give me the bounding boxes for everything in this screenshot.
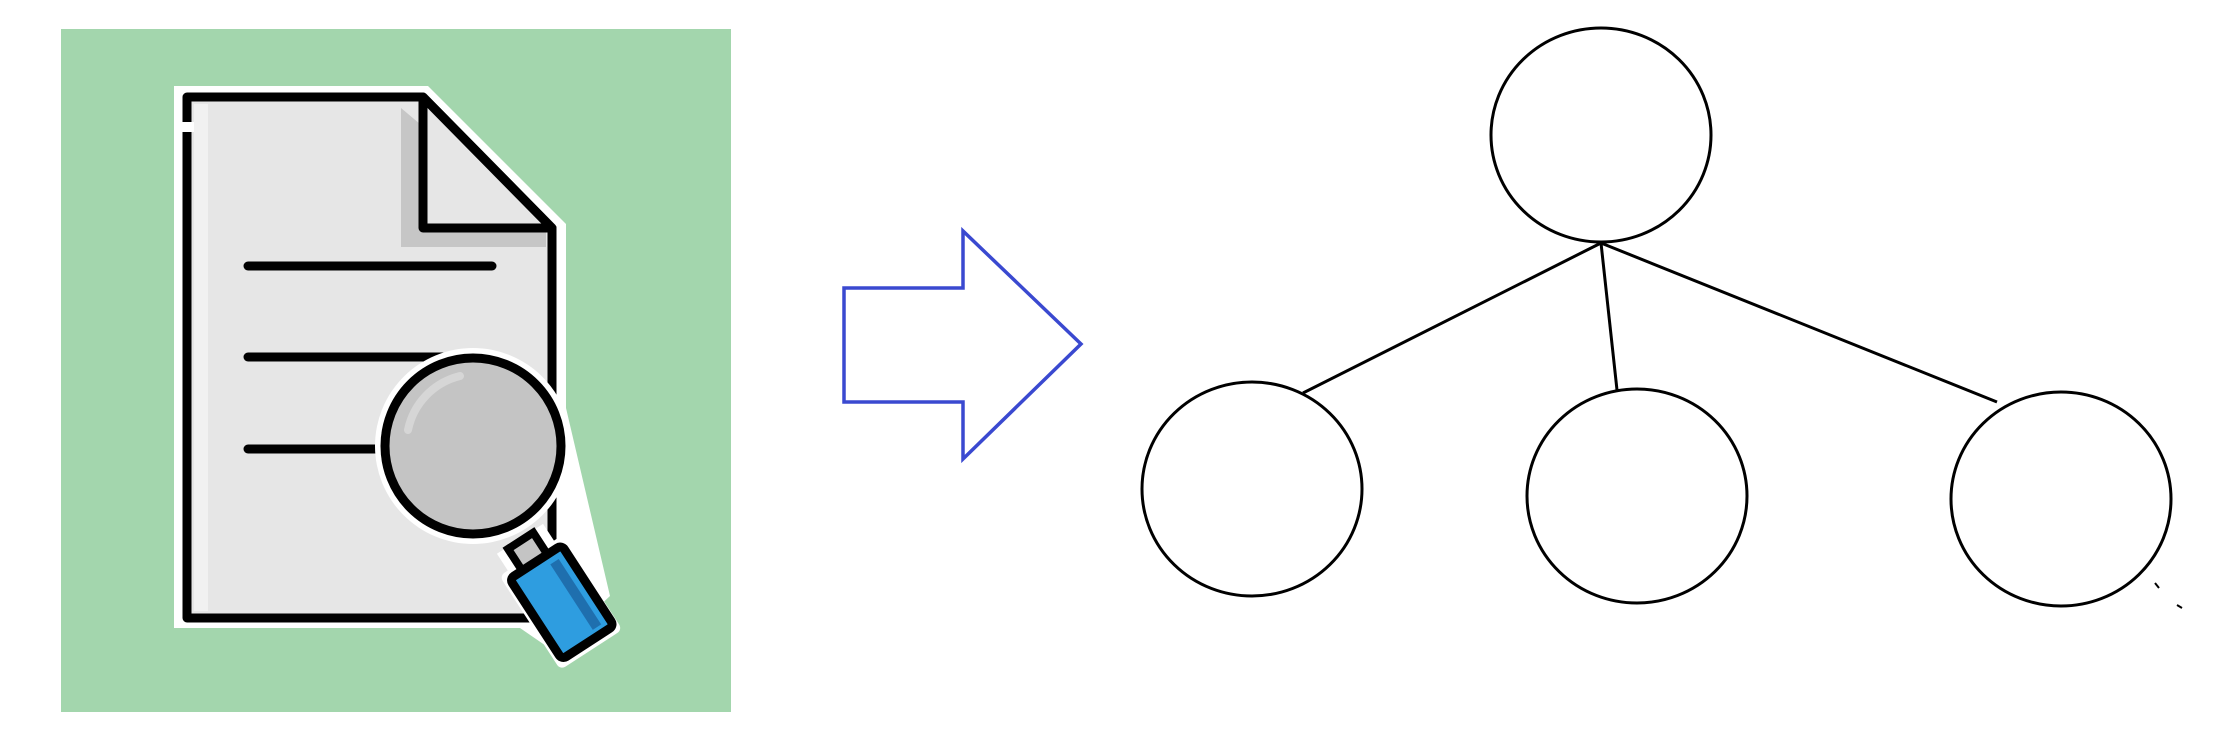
tree-edge-right [1600,241,1998,404]
tree-stray-mark [2154,582,2160,589]
document-edge-highlight [180,122,195,132]
document-search-icon [61,29,731,712]
magnifier-handle [496,523,621,668]
tree-stray-mark [2176,604,2183,609]
right-arrow-icon [842,226,1084,464]
tree-edge-left [1302,241,1602,395]
arrow-outline [842,226,1084,464]
tree-edge-middle [1599,242,1619,391]
tree-node-root [1489,26,1713,244]
magnifier-lens [375,348,571,544]
document-fold-corner [418,92,557,233]
document-edge-inner-strip [194,104,208,611]
tree-node-child-right [1949,390,2173,608]
tree-node-child-middle [1525,387,1749,605]
tree-node-child-left [1140,380,1364,598]
tree-diagram-icon [1140,26,2183,609]
